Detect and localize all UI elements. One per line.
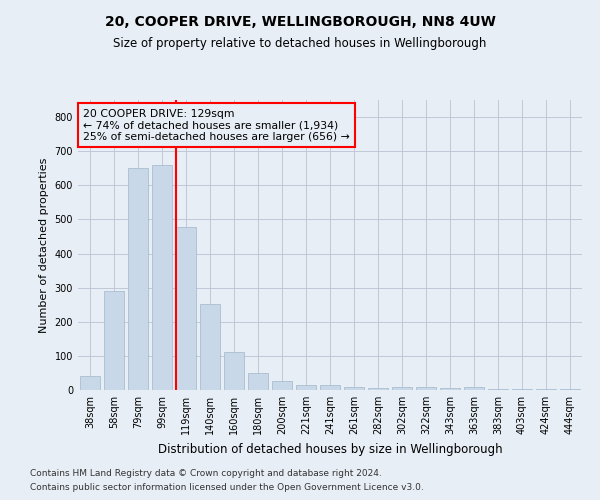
Bar xyxy=(344,388,364,390)
Bar xyxy=(464,387,484,390)
Bar xyxy=(488,388,508,390)
Bar xyxy=(368,388,388,390)
Bar xyxy=(392,388,412,390)
Bar xyxy=(536,388,556,390)
Bar xyxy=(320,385,340,390)
Bar xyxy=(440,388,460,390)
Y-axis label: Number of detached properties: Number of detached properties xyxy=(39,158,49,332)
Text: Size of property relative to detached houses in Wellingborough: Size of property relative to detached ho… xyxy=(113,38,487,51)
Text: Contains public sector information licensed under the Open Government Licence v3: Contains public sector information licen… xyxy=(30,484,424,492)
Bar xyxy=(104,290,124,390)
Bar xyxy=(512,388,532,390)
Text: 20, COOPER DRIVE, WELLINGBOROUGH, NN8 4UW: 20, COOPER DRIVE, WELLINGBOROUGH, NN8 4U… xyxy=(104,15,496,29)
Bar xyxy=(296,385,316,390)
Bar xyxy=(416,388,436,390)
Bar xyxy=(80,376,100,390)
Bar xyxy=(128,168,148,390)
Bar xyxy=(176,227,196,390)
Text: Contains HM Land Registry data © Crown copyright and database right 2024.: Contains HM Land Registry data © Crown c… xyxy=(30,468,382,477)
Text: 20 COOPER DRIVE: 129sqm
← 74% of detached houses are smaller (1,934)
25% of semi: 20 COOPER DRIVE: 129sqm ← 74% of detache… xyxy=(83,108,350,142)
Bar xyxy=(200,304,220,390)
Bar xyxy=(152,165,172,390)
Bar xyxy=(272,382,292,390)
Bar xyxy=(248,373,268,390)
X-axis label: Distribution of detached houses by size in Wellingborough: Distribution of detached houses by size … xyxy=(158,442,502,456)
Bar xyxy=(224,352,244,390)
